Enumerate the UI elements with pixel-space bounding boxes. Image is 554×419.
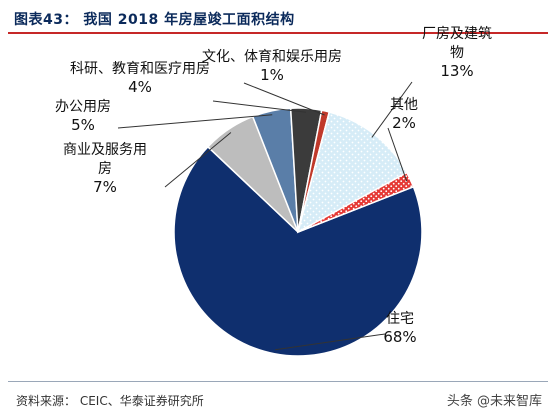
- slice-label-value-6: 2%: [392, 114, 416, 132]
- slice-label-name-2-0: 办公用房: [55, 99, 111, 115]
- title-divider: [8, 32, 548, 34]
- leader-line-6: [387, 127, 408, 182]
- pie-slice-0: [173, 145, 423, 357]
- slice-label-value-0: 68%: [383, 328, 416, 346]
- pie-slice-6: [297, 171, 415, 233]
- slice-label-name-5-0: 厂房及建筑: [422, 26, 492, 42]
- slice-label-name-3-0: 科研、教育和医疗用房: [70, 61, 210, 77]
- slice-label-value-5: 13%: [440, 62, 473, 80]
- leader-line-0: [275, 333, 386, 351]
- watermark-text: 头条 @未来智库: [446, 394, 542, 409]
- leader-line-3: [212, 100, 307, 113]
- slice-label-name-0-0: 住宅: [386, 311, 414, 327]
- slice-label-value-2: 5%: [71, 116, 95, 134]
- pie-slices: [173, 107, 423, 357]
- slice-label-name-1-1: 房: [98, 161, 112, 177]
- leader-line-4: [243, 82, 325, 116]
- leader-line-2: [117, 114, 273, 129]
- slice-label-name-4-0: 文化、体育和娱乐用房: [202, 49, 342, 65]
- source-note: 资料来源： CEIC、华泰证券研究所: [16, 394, 204, 408]
- slice-label-name-1-0: 商业及服务用: [63, 142, 147, 158]
- leader-lines: [117, 81, 413, 351]
- slice-label-value-4: 1%: [260, 66, 284, 84]
- leader-line-1: [164, 132, 232, 188]
- slice-label-name-6-0: 其他: [390, 97, 418, 113]
- slice-label-value-3: 4%: [128, 78, 152, 96]
- figure-title: 图表43： 我国 2018 年房屋竣工面积结构: [14, 12, 295, 28]
- leader-line-5: [371, 81, 413, 138]
- figure-header: 图表43： 我国 2018 年房屋竣工面积结构: [8, 6, 548, 34]
- slice-label-value-1: 7%: [93, 178, 117, 196]
- slice-label-name-5-1: 物: [450, 45, 464, 61]
- footer-divider: [8, 381, 548, 382]
